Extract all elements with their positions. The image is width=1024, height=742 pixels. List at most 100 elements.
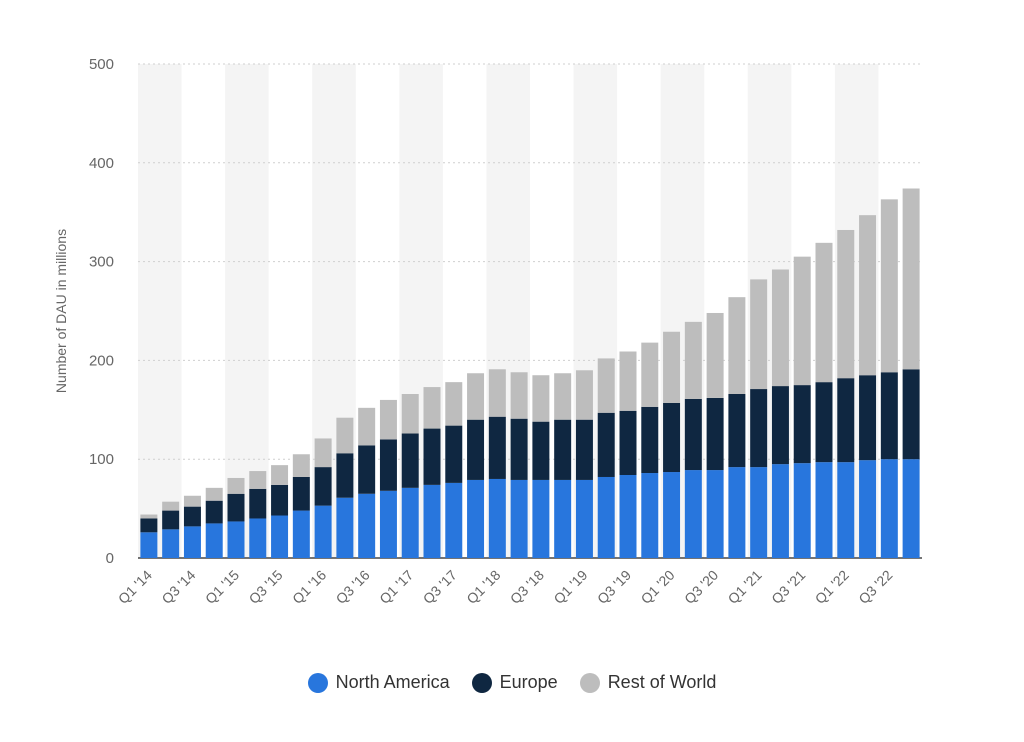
bar-segment-europe[interactable] [771, 386, 789, 465]
bar-segment-rest-of-world[interactable] [183, 495, 201, 507]
bar-segment-rest-of-world[interactable] [205, 487, 223, 501]
bar-segment-rest-of-world[interactable] [750, 279, 768, 390]
bar-segment-europe[interactable] [336, 453, 354, 498]
bar-segment-rest-of-world[interactable] [793, 256, 811, 386]
bar-segment-rest-of-world[interactable] [663, 331, 681, 403]
bar-segment-north-america[interactable] [183, 526, 201, 558]
bar-segment-europe[interactable] [684, 398, 702, 471]
bar-segment-north-america[interactable] [205, 523, 223, 558]
bar-segment-rest-of-world[interactable] [162, 501, 180, 511]
bar-segment-north-america[interactable] [684, 470, 702, 558]
bar-segment-europe[interactable] [902, 369, 920, 460]
bar-segment-north-america[interactable] [336, 497, 354, 558]
bar-segment-north-america[interactable] [880, 459, 898, 558]
bar-segment-europe[interactable] [641, 406, 659, 474]
bar-segment-north-america[interactable] [314, 505, 332, 558]
bar-segment-north-america[interactable] [575, 479, 593, 558]
bar-segment-europe[interactable] [859, 375, 877, 461]
bar-segment-north-america[interactable] [532, 479, 550, 558]
bar-segment-north-america[interactable] [227, 521, 245, 558]
bar-segment-rest-of-world[interactable] [336, 417, 354, 454]
bar-segment-europe[interactable] [575, 419, 593, 480]
bar-segment-europe[interactable] [423, 428, 441, 485]
bar-segment-europe[interactable] [815, 382, 833, 463]
bar-segment-rest-of-world[interactable] [314, 438, 332, 468]
bar-segment-europe[interactable] [292, 476, 310, 511]
bar-segment-rest-of-world[interactable] [423, 387, 441, 429]
bar-segment-rest-of-world[interactable] [880, 199, 898, 373]
bar-segment-rest-of-world[interactable] [837, 229, 855, 379]
bar-segment-rest-of-world[interactable] [706, 312, 724, 398]
bar-segment-rest-of-world[interactable] [554, 373, 572, 420]
bar-segment-north-america[interactable] [771, 464, 789, 558]
legend-item-rest-of-world[interactable]: Rest of World [579, 672, 716, 693]
bar-segment-north-america[interactable] [663, 472, 681, 558]
bar-segment-rest-of-world[interactable] [532, 375, 550, 422]
bar-segment-north-america[interactable] [488, 478, 506, 558]
bar-segment-north-america[interactable] [728, 467, 746, 558]
bar-segment-europe[interactable] [706, 397, 724, 471]
bar-segment-north-america[interactable] [271, 515, 289, 558]
bar-segment-north-america[interactable] [162, 529, 180, 558]
bar-segment-rest-of-world[interactable] [597, 358, 615, 413]
bar-segment-europe[interactable] [379, 439, 397, 491]
bar-segment-europe[interactable] [750, 389, 768, 468]
bar-segment-rest-of-world[interactable] [227, 477, 245, 494]
bar-segment-north-america[interactable] [379, 490, 397, 558]
bar-segment-europe[interactable] [358, 445, 376, 494]
bar-segment-north-america[interactable] [249, 518, 267, 558]
bar-segment-north-america[interactable] [401, 487, 419, 558]
bar-segment-rest-of-world[interactable] [467, 373, 485, 420]
bar-segment-rest-of-world[interactable] [488, 369, 506, 417]
bar-segment-rest-of-world[interactable] [140, 514, 158, 519]
bar-segment-rest-of-world[interactable] [575, 370, 593, 420]
bar-segment-north-america[interactable] [467, 479, 485, 558]
bar-segment-rest-of-world[interactable] [271, 465, 289, 485]
bar-segment-europe[interactable] [793, 385, 811, 464]
bar-segment-rest-of-world[interactable] [859, 215, 877, 376]
bar-segment-europe[interactable] [140, 518, 158, 533]
bar-segment-europe[interactable] [467, 419, 485, 480]
bar-segment-north-america[interactable] [140, 532, 158, 558]
bar-segment-rest-of-world[interactable] [249, 471, 267, 489]
bar-segment-rest-of-world[interactable] [619, 351, 637, 411]
bar-segment-rest-of-world[interactable] [684, 321, 702, 399]
bar-segment-north-america[interactable] [423, 484, 441, 558]
bar-segment-north-america[interactable] [597, 476, 615, 558]
bar-segment-europe[interactable] [205, 500, 223, 524]
bar-segment-europe[interactable] [510, 418, 528, 480]
bar-segment-europe[interactable] [445, 425, 463, 483]
bar-segment-europe[interactable] [728, 393, 746, 468]
legend-item-europe[interactable]: Europe [471, 672, 558, 693]
bar-segment-rest-of-world[interactable] [510, 372, 528, 419]
bar-segment-europe[interactable] [162, 510, 180, 530]
bar-segment-europe[interactable] [597, 412, 615, 477]
bar-segment-north-america[interactable] [554, 479, 572, 558]
bar-segment-north-america[interactable] [859, 460, 877, 558]
bar-segment-europe[interactable] [619, 410, 637, 476]
bar-segment-north-america[interactable] [706, 470, 724, 558]
bar-segment-north-america[interactable] [641, 473, 659, 558]
bar-segment-europe[interactable] [401, 433, 419, 488]
bar-segment-rest-of-world[interactable] [815, 242, 833, 383]
bar-segment-rest-of-world[interactable] [902, 188, 920, 370]
bar-segment-north-america[interactable] [292, 510, 310, 558]
bar-segment-europe[interactable] [227, 493, 245, 522]
bar-segment-north-america[interactable] [815, 462, 833, 558]
bar-segment-europe[interactable] [837, 378, 855, 463]
bar-segment-rest-of-world[interactable] [641, 342, 659, 407]
bar-segment-rest-of-world[interactable] [771, 269, 789, 387]
bar-segment-rest-of-world[interactable] [445, 382, 463, 426]
bar-segment-north-america[interactable] [358, 493, 376, 558]
bar-segment-rest-of-world[interactable] [401, 393, 419, 434]
bar-segment-north-america[interactable] [902, 459, 920, 558]
bar-segment-europe[interactable] [663, 402, 681, 473]
bar-segment-europe[interactable] [249, 488, 267, 519]
bar-segment-rest-of-world[interactable] [728, 297, 746, 394]
bar-segment-north-america[interactable] [837, 462, 855, 558]
bar-segment-north-america[interactable] [793, 463, 811, 558]
bar-segment-europe[interactable] [314, 467, 332, 506]
bar-segment-rest-of-world[interactable] [292, 454, 310, 477]
bar-segment-europe[interactable] [532, 421, 550, 480]
bar-segment-europe[interactable] [880, 372, 898, 460]
